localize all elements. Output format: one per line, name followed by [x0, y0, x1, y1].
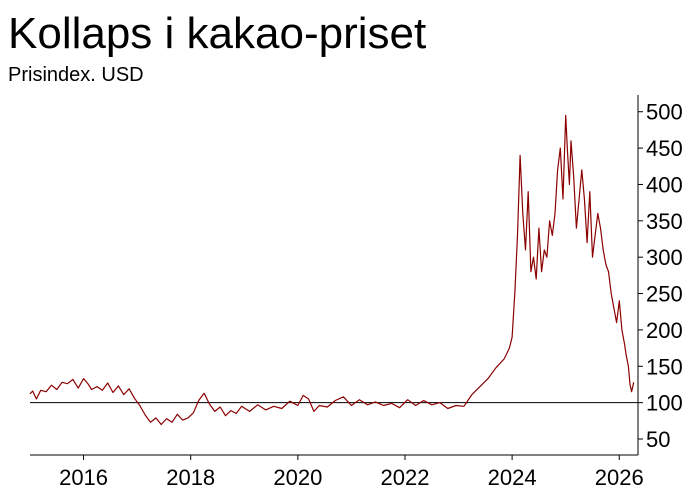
x-tick-label: 2026	[595, 465, 644, 490]
x-tick-label: 2024	[488, 465, 537, 490]
y-tick-label: 200	[646, 318, 683, 343]
chart-subtitle: Prisindex. USD	[8, 64, 144, 86]
x-tick-label: 2018	[166, 465, 215, 490]
chart-title: Kollaps i kakao-priset	[8, 9, 427, 58]
y-tick-label: 350	[646, 209, 683, 234]
price-index-series-line	[29, 114, 635, 426]
y-tick-label: 250	[646, 282, 683, 307]
y-tick-label: 500	[646, 100, 683, 125]
y-tick-label: 50	[646, 427, 670, 452]
x-tick-label: 2022	[381, 465, 430, 490]
y-tick-label: 450	[646, 136, 683, 161]
y-tick-label: 100	[646, 391, 683, 416]
x-tick-label: 2016	[59, 465, 108, 490]
y-tick-label: 150	[646, 354, 683, 379]
y-tick-label: 300	[646, 245, 683, 270]
x-tick-label: 2020	[273, 465, 322, 490]
y-tick-label: 400	[646, 172, 683, 197]
